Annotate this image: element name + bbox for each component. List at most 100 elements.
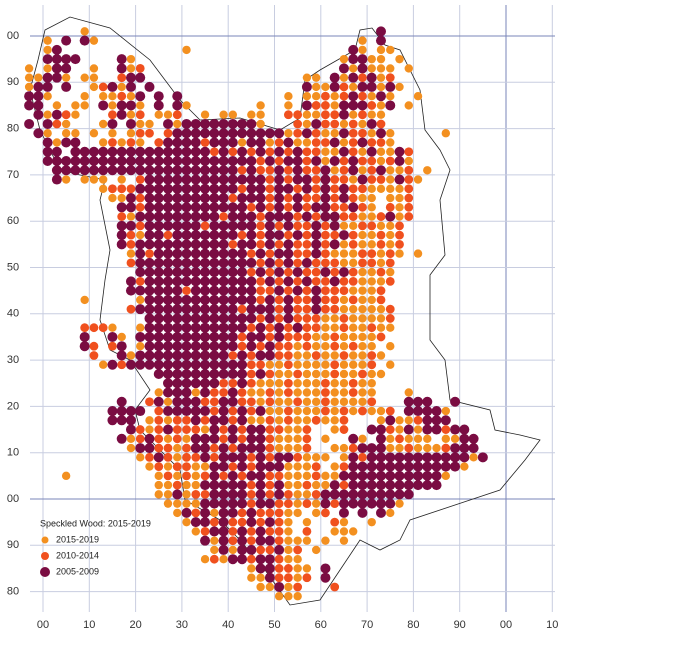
record-dot [330,425,339,434]
record-dot [135,175,145,184]
record-dot [265,369,275,379]
record-dot [256,212,266,221]
record-dot [24,82,34,92]
record-dot [339,221,349,231]
y-tick-label: 00 [7,493,19,505]
record-dot [413,415,423,425]
record-dot [283,388,293,397]
record-dot [200,498,211,509]
record-dot [108,323,117,332]
record-dot [246,536,256,546]
record-dot [256,221,266,231]
record-dot [190,193,201,204]
record-dot [321,249,330,259]
record-dot [320,267,331,278]
record-dot [321,369,330,379]
record-dot [274,406,284,416]
record-dot [367,212,376,221]
record-dot [293,397,303,407]
record-dot [126,54,136,64]
record-dot [219,471,228,481]
record-dot [311,323,321,333]
record-dot [329,239,340,250]
record-dot [153,220,164,231]
record-dot [366,452,377,463]
record-dot [71,129,80,138]
record-dot [348,480,359,491]
record-dot [190,313,201,324]
record-dot [292,267,303,278]
record-dot [302,341,312,351]
record-dot [301,128,312,139]
record-dot [256,508,266,518]
record-dot [330,360,340,370]
record-dot [330,443,339,453]
record-dot [227,267,238,278]
record-dot [227,331,238,342]
record-dot [357,461,368,472]
record-dot [348,341,358,351]
record-dot [172,211,183,222]
record-dot [116,220,127,231]
record-dot [441,443,451,453]
record-dot [366,443,377,454]
record-dot [126,434,136,444]
record-dot [358,73,367,83]
record-dot [116,415,127,426]
record-dot [218,452,229,463]
record-dot [338,470,349,481]
record-dot [61,63,72,74]
record-dot [145,128,154,138]
record-dot [144,267,155,278]
record-dot [321,101,330,110]
record-dot [265,175,275,184]
record-dot [116,350,127,361]
record-dot [256,295,266,305]
record-dot [42,72,53,83]
record-dot [43,91,52,101]
record-dot [191,527,200,536]
record-dot [321,378,330,388]
record-dot [172,174,183,185]
record-dot [218,368,229,379]
record-dot [144,294,155,305]
record-dot [181,193,192,204]
record-dot [163,406,174,417]
record-dot [376,184,386,193]
record-dot [117,82,126,92]
record-dot [264,563,275,574]
record-dot [246,211,257,222]
record-dot [237,285,248,296]
record-dot [367,101,377,110]
record-dot [329,480,340,491]
record-dot [283,323,293,333]
record-dot [125,424,136,435]
record-dot [98,100,109,111]
record-dot [190,174,201,185]
record-dot [126,249,136,258]
record-dot [358,342,367,351]
record-dot [386,175,395,184]
record-dot [70,137,81,148]
record-dot [283,415,293,425]
record-dot [246,499,256,509]
record-dot [209,489,220,500]
record-dot [293,276,303,286]
record-dot [283,230,293,240]
record-dot [218,507,229,518]
record-dot [321,453,330,462]
record-dot [163,480,173,490]
record-dot [431,470,442,481]
record-dot [172,331,183,342]
record-dot [246,128,257,139]
record-dot [227,174,238,185]
record-dot [348,239,358,249]
record-dot [329,489,340,500]
record-dot [311,499,321,508]
record-dot [172,406,183,417]
record-dot [468,443,479,454]
record-dot [181,350,192,361]
record-dot [376,323,386,332]
record-dot [227,304,238,315]
record-dot [61,54,72,65]
